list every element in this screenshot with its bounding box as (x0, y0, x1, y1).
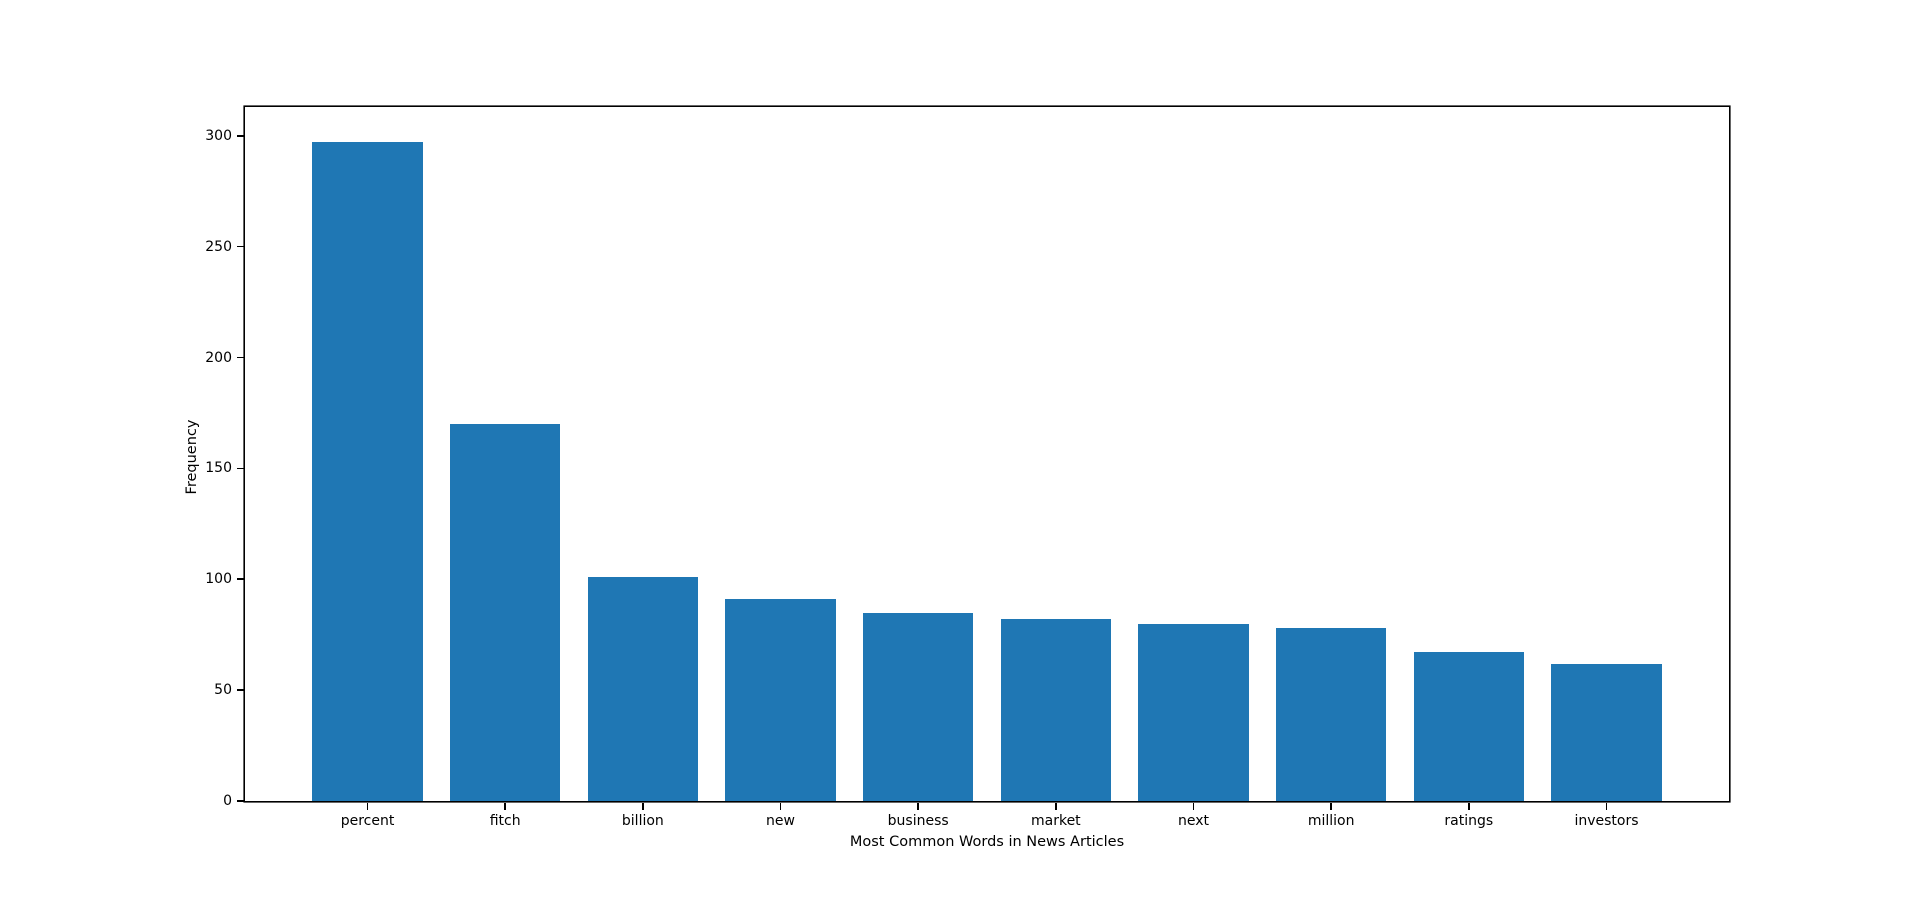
y-tick-0 (236, 800, 244, 802)
bar-fitch (450, 424, 561, 801)
y-tick-50 (236, 689, 244, 691)
x-tick-label-percent: percent (340, 813, 395, 829)
bar-million (1276, 628, 1387, 801)
x-tick-label-billion: billion (621, 813, 664, 829)
x-tick-business (917, 802, 919, 810)
bar-investors (1551, 663, 1662, 801)
x-tick-label-million: million (1307, 813, 1355, 829)
y-tick-200 (236, 356, 244, 359)
x-tick-label-investors: investors (1574, 813, 1639, 829)
x-tick-investors (1605, 802, 1608, 810)
x-tick-ratings (1468, 802, 1470, 810)
y-tick-label-100: 100 (205, 571, 232, 588)
x-tick-label-fitch: fitch (489, 813, 521, 829)
bar-business (863, 612, 974, 801)
bar-market (1000, 619, 1111, 801)
y-axis-label: Frequency (183, 419, 200, 495)
x-tick-new (779, 802, 782, 810)
x-tick-label-ratings: ratings (1444, 813, 1494, 829)
x-axis-label: Most Common Words in News Articles (849, 833, 1125, 850)
y-tick-100 (236, 578, 244, 581)
y-tick-300 (236, 135, 244, 137)
bar-next (1138, 623, 1249, 801)
bar-percent (312, 142, 423, 801)
x-tick-label-next: next (1177, 813, 1209, 829)
x-tick-label-market: market (1030, 813, 1081, 829)
y-tick-label-300: 300 (205, 127, 232, 144)
bar-ratings (1413, 652, 1524, 801)
x-tick-billion (642, 802, 644, 810)
y-tick-label-150: 150 (205, 460, 232, 477)
y-tick-150 (236, 467, 244, 470)
bar-billion (587, 577, 698, 801)
y-tick-label-200: 200 (205, 349, 232, 366)
plot-area: percent fitch billion new business market next… (205, 107, 1729, 828)
x-tick-label-business: business (887, 813, 949, 829)
x-tick-percent (366, 802, 369, 810)
y-tick-label-50: 50 (214, 682, 232, 699)
y-tick-250 (236, 245, 244, 248)
x-tick-label-new: new (766, 813, 795, 829)
y-tick-label-0: 0 (223, 793, 232, 809)
bar-new (725, 599, 836, 801)
x-tick-million (1330, 802, 1332, 810)
x-tick-fitch (504, 802, 506, 810)
x-tick-market (1055, 802, 1057, 810)
x-tick-next (1192, 802, 1195, 810)
y-tick-label-250: 250 (205, 238, 232, 255)
